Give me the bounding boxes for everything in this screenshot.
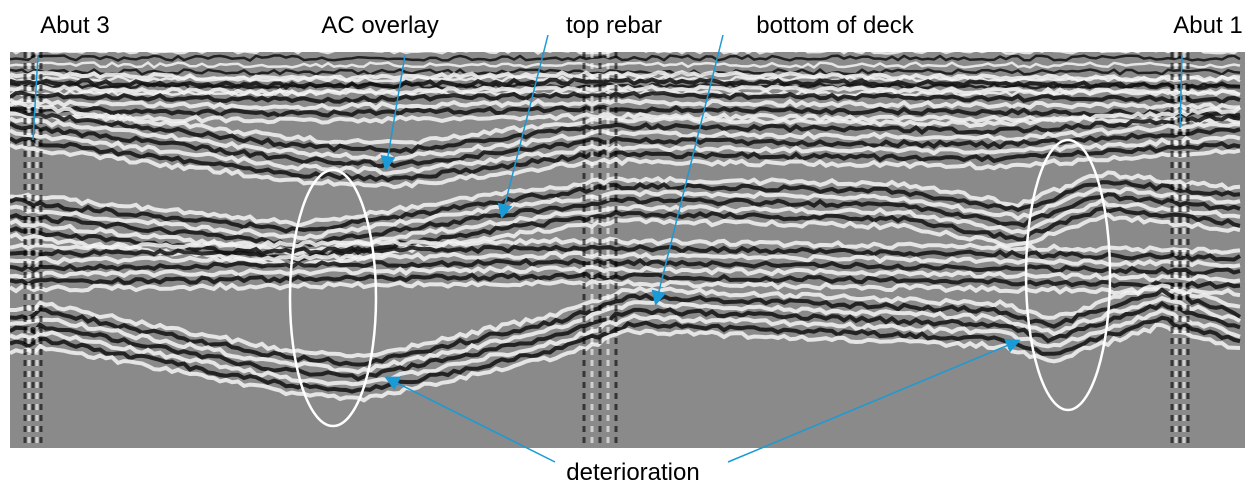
reflection	[10, 186, 1241, 241]
reflection	[10, 104, 1241, 119]
reflection	[10, 143, 1241, 190]
reflections	[10, 52, 1242, 448]
reflection	[10, 315, 1241, 394]
reflection	[10, 100, 1242, 146]
pointer	[32, 54, 39, 141]
reflection	[10, 111, 1241, 126]
label: top rebar	[566, 12, 662, 39]
reflection	[10, 271, 1241, 290]
reflection	[10, 206, 1241, 263]
reflection	[10, 90, 1241, 105]
reflection	[10, 97, 1241, 112]
arrow	[497, 34, 549, 219]
reflection	[10, 295, 1242, 375]
ellipse	[1024, 138, 1112, 412]
reflection	[10, 136, 1241, 183]
arrow	[384, 376, 556, 463]
reflection	[10, 84, 1241, 98]
reflection	[10, 244, 1242, 262]
reflection	[10, 283, 1241, 359]
reflection	[10, 116, 1241, 162]
reflection	[10, 307, 1241, 387]
arrow	[727, 338, 1021, 463]
reflection	[10, 77, 1241, 91]
reflection	[10, 61, 1241, 70]
reflection	[10, 236, 1241, 255]
reflection	[10, 257, 1241, 276]
arrows	[32, 34, 1183, 463]
pointer	[1179, 54, 1183, 129]
reflection	[10, 278, 1241, 298]
reflection	[10, 54, 1241, 62]
label: deterioration	[566, 459, 699, 486]
ellipse	[288, 168, 378, 428]
label: AC overlay	[321, 12, 438, 39]
label: Abut 1	[1173, 12, 1242, 39]
reflection	[10, 121, 1241, 169]
reflection	[10, 69, 1241, 83]
reflection	[10, 180, 1241, 234]
reflection	[10, 212, 1241, 268]
reflection	[10, 287, 1242, 367]
reflection	[10, 301, 1241, 382]
reflection	[10, 68, 1241, 76]
reflection	[10, 128, 1241, 176]
reflection	[10, 265, 1241, 284]
arrow	[651, 34, 724, 306]
label: bottom of deck	[756, 12, 914, 39]
arrow	[380, 54, 406, 171]
reflection	[10, 106, 1241, 155]
reflection	[10, 250, 1241, 269]
reflection	[10, 170, 1241, 229]
reflection	[10, 192, 1241, 248]
label: Abut 3	[40, 12, 109, 39]
